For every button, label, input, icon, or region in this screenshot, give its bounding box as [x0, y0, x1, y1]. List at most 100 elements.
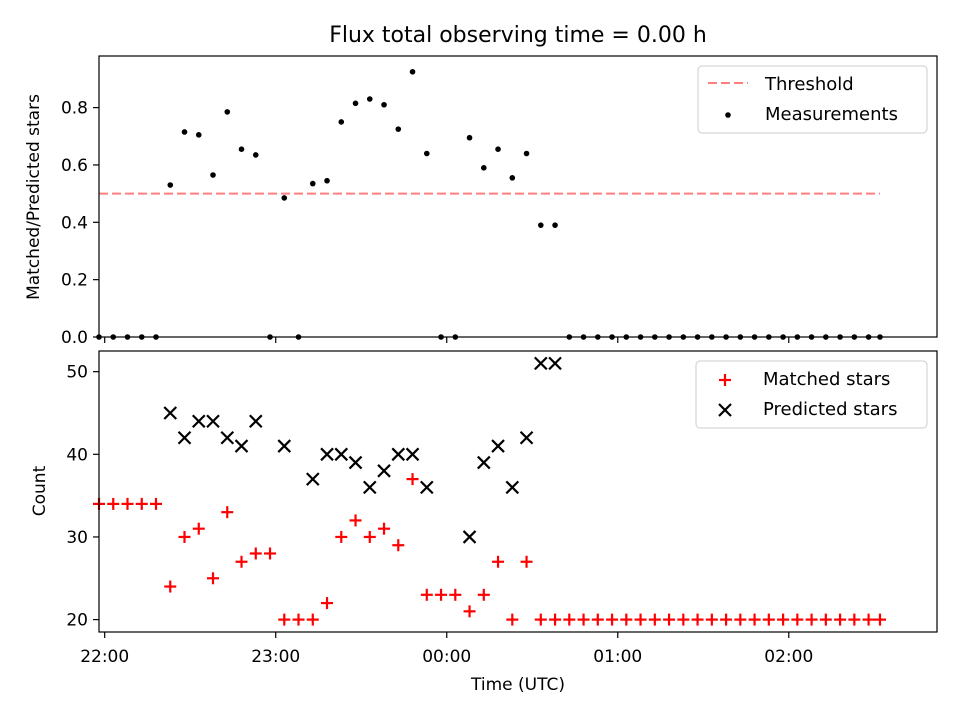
measurement-point: [224, 109, 231, 115]
matched-star-point: [178, 530, 191, 543]
y-tick-label: 0.8: [61, 99, 88, 119]
x-tick-label: 22:00: [80, 647, 129, 667]
y-tick-label: 0.6: [61, 156, 88, 176]
measurement-point: [495, 146, 501, 152]
matched-star-point: [705, 613, 718, 626]
matched-star-point: [392, 539, 405, 552]
measurement-point: [509, 175, 516, 181]
y-tick-label: 20: [66, 611, 88, 631]
matched-star-point: [648, 613, 661, 626]
x-tick-label: 00:00: [422, 647, 471, 667]
matched-star-point: [235, 555, 248, 568]
measurement-point: [210, 172, 216, 178]
predicted-star-point: [477, 455, 491, 470]
predicted-star-point: [206, 414, 220, 429]
predicted-star-point: [334, 447, 349, 462]
matched-star-point: [249, 547, 262, 560]
legend-threshold-label: Threshold: [764, 74, 854, 95]
y-tick-label: 30: [66, 528, 88, 548]
measurement-point: [309, 180, 316, 187]
legend-predicted-label: Predicted stars: [763, 399, 897, 420]
measurement-point: [409, 68, 416, 75]
measurement-point: [523, 150, 530, 157]
measurement-point: [195, 132, 202, 138]
ratio-y-axis-label: Matched/Predicted stars: [24, 94, 44, 300]
matched-star-point: [663, 613, 676, 626]
matched-star-point: [335, 530, 348, 543]
matched-star-point: [292, 613, 305, 626]
ratio-x-ticks: [104, 337, 790, 343]
matched-star-point: [734, 613, 747, 626]
matched-star-point: [378, 522, 391, 535]
matched-star-point: [121, 497, 134, 510]
measurement-point: [167, 182, 174, 188]
counts-axes-frame: [98, 350, 938, 633]
predicted-star-point: [191, 414, 206, 429]
matched-star-point: [406, 473, 419, 486]
predicted-star-point: [462, 530, 477, 544]
matched-star-point: [150, 497, 163, 510]
measurement-point: [352, 100, 359, 107]
matched-star-point: [834, 613, 847, 626]
matched-star-point: [463, 605, 476, 618]
matched-star-point: [363, 530, 376, 543]
predicted-star-point: [519, 431, 534, 445]
predicted-star-point: [320, 447, 334, 462]
measurement-point: [552, 222, 558, 228]
counts-y-ticks: 20 30 40 50: [66, 363, 99, 631]
panel-ratio: 0.00.20.40.60.8 Matched/Predicted stars …: [24, 55, 938, 348]
predicted-star-point: [234, 439, 249, 453]
ratio-axes-frame: [98, 55, 938, 338]
predicted-star-point: [420, 480, 434, 495]
matched-star-point: [107, 497, 120, 510]
matched-star-point: [805, 613, 818, 626]
matched-star-point: [349, 514, 362, 527]
matched-star-point: [135, 497, 148, 510]
measurement-point: [324, 177, 330, 184]
matched-star-point: [848, 613, 861, 626]
measurement-point: [181, 129, 188, 135]
predicted-star-point: [548, 356, 562, 371]
measurement-point: [423, 150, 430, 157]
predicted-star-point: [377, 464, 391, 478]
chart-title: Flux total observing time = 0.00 h: [329, 23, 707, 48]
matched-star-point: [264, 547, 277, 560]
matched-star-point: [306, 613, 319, 626]
matched-star-point: [563, 613, 576, 626]
matched-star-point: [720, 613, 733, 626]
matched-star-point: [634, 613, 647, 626]
measurement-point: [366, 96, 373, 102]
predicted-star-point: [534, 356, 548, 371]
x-axis-label: Time (UTC): [470, 675, 565, 695]
measurement-point: [252, 152, 259, 158]
legend-matched-swatch: [719, 374, 731, 386]
measurement-point: [395, 126, 402, 132]
measurement-point: [238, 146, 245, 152]
measurement-point: [338, 119, 345, 125]
x-tick-label: 01:00: [593, 647, 642, 667]
legend-matched-label: Matched stars: [763, 369, 890, 390]
matched-star-point: [164, 580, 177, 593]
predicted-star-point: [491, 439, 505, 453]
ratio-legend: Threshold Measurements: [697, 65, 928, 134]
counts-x-ticks: 22:00 23:00 00:00 01:00 02:00: [80, 632, 813, 667]
matched-star-point: [477, 588, 490, 601]
matched-star-point: [862, 613, 875, 626]
matched-star-point: [192, 522, 205, 535]
measurement-point: [466, 134, 473, 141]
measurement-point: [281, 195, 288, 201]
measurement-point: [381, 101, 387, 108]
predicted-star-point: [505, 480, 520, 495]
measurement-point: [480, 165, 487, 171]
legend-predicted-swatch: [718, 403, 732, 417]
matched-star-point: [449, 588, 462, 601]
matched-star-point: [534, 613, 547, 626]
matched-star-point: [435, 588, 448, 601]
y-tick-label: 0.0: [61, 328, 88, 348]
predicted-star-point: [348, 455, 363, 470]
x-tick-label: 23:00: [251, 647, 300, 667]
matched-star-point: [777, 613, 790, 626]
predicted-star-point: [305, 472, 320, 486]
counts-plot-area: [93, 356, 886, 626]
ratio-y-ticks: 0.0 0.2 0.4 0.6 0.8: [61, 99, 99, 348]
